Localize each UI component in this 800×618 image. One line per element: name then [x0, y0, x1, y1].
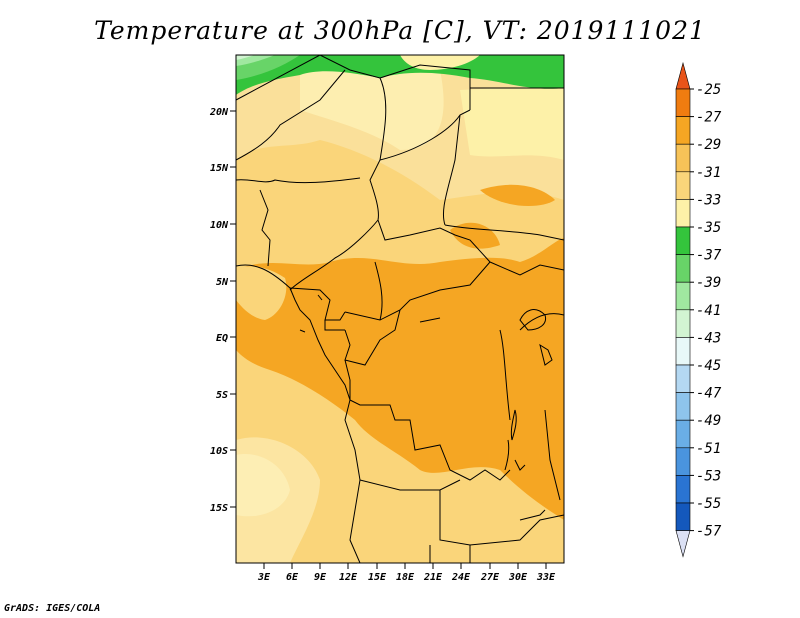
grads-footer: GrADS: IGES/COLA	[4, 603, 101, 614]
colorbar-swatch	[675, 143, 691, 173]
colorbar-label: -25	[696, 82, 721, 98]
colorbar-label: -49	[696, 413, 721, 429]
colorbar-label: -43	[696, 330, 721, 346]
colorbar-swatch	[675, 226, 691, 255]
colorbar-swatch	[675, 447, 691, 476]
colorbar-label: -57	[696, 524, 722, 540]
latitude-axis: 20N 15N 10N 5N EQ 5S 10S 15S	[209, 107, 236, 514]
colorbar-swatch	[675, 364, 691, 393]
map-frame	[235, 54, 565, 564]
colorbar-label: -37	[696, 248, 722, 264]
colorbar-swatch	[675, 337, 691, 366]
colorbar-swatch	[675, 199, 691, 228]
lat-label: 10S	[210, 446, 228, 457]
colorbar-swatch	[675, 88, 691, 117]
colorbar-swatch	[675, 254, 691, 283]
colorbar-label: -53	[696, 468, 721, 484]
colorbar-label: -31	[696, 165, 721, 181]
colorbar-swatch	[675, 309, 691, 338]
lon-label: 30E	[508, 572, 528, 583]
lon-label: 27E	[480, 572, 500, 583]
lon-label: 9E	[314, 572, 327, 583]
lat-label: 5N	[216, 277, 229, 288]
colorbar-label: -47	[696, 386, 722, 402]
colorbar-label: -39	[696, 275, 721, 291]
lon-label: 15E	[368, 572, 387, 583]
colorbar-swatch	[675, 281, 691, 311]
colorbar-label: -41	[696, 303, 721, 319]
lon-label: 21E	[423, 572, 443, 583]
colorbar-label: -29	[696, 137, 721, 153]
lon-label: 33E	[536, 572, 556, 583]
country-borders	[236, 55, 564, 563]
longitude-axis: 3E 6E 9E 12E 15E 18E 21E 24E 27E 30E 33E	[257, 563, 556, 583]
colorbar-swatch	[675, 171, 691, 200]
lon-label: 24E	[451, 572, 471, 583]
chart-title: Temperature at 300hPa [C], VT: 201911102…	[94, 16, 706, 45]
lon-label: 3E	[257, 572, 271, 583]
colorbar-label: -35	[696, 220, 721, 236]
lat-label: 15S	[210, 503, 228, 514]
lat-label: 10N	[210, 220, 229, 231]
colorbar-swatch	[675, 116, 691, 145]
colorbar-label: -51	[696, 441, 721, 457]
colorbar-label: -27	[696, 110, 722, 126]
colorbar-swatch	[675, 392, 691, 421]
lat-label: 5S	[216, 390, 228, 401]
temperature-field	[236, 55, 564, 563]
lon-label: 18E	[396, 572, 415, 583]
colorbar-label: -55	[696, 496, 721, 512]
colorbar-swatch	[675, 419, 691, 449]
colorbar-label: -45	[696, 358, 721, 374]
colorbar-top-arrow	[675, 61, 691, 90]
colorbar-label: -33	[696, 192, 721, 208]
lon-label: 12E	[339, 572, 358, 583]
lat-label: 15N	[210, 163, 229, 174]
colorbar-swatch	[675, 475, 691, 504]
lon-label: 6E	[286, 572, 299, 583]
lat-label: 20N	[209, 107, 229, 118]
lat-label: EQ	[216, 333, 228, 344]
colorbar-swatch	[675, 502, 691, 531]
colorbar-bottom-arrow	[675, 530, 691, 558]
colorbar: -25 -27 -29 -31 -33 -35 -37 -39 -41 -43 -45 -47 -49 -…	[675, 61, 722, 558]
